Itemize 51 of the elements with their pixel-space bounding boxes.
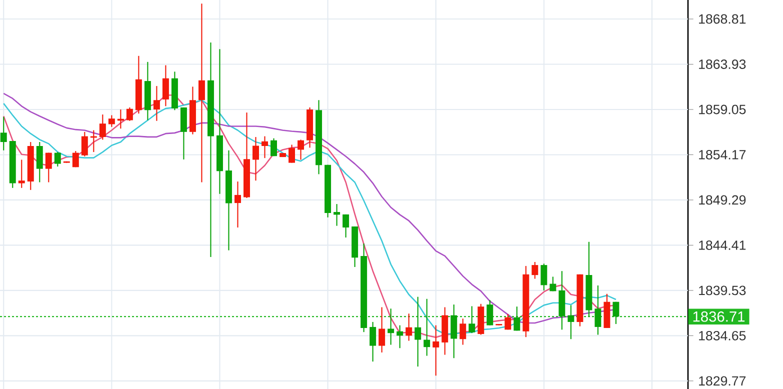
candlestick — [460, 318, 466, 346]
candlestick — [153, 85, 160, 122]
candlestick — [162, 64, 169, 107]
candlestick — [424, 298, 430, 356]
candlestick — [198, 3, 205, 183]
candlestick — [406, 313, 412, 342]
y-tick-label: 1839.53 — [699, 286, 746, 296]
y-tick-label: 1854.17 — [699, 150, 746, 160]
y-tick-label: 1844.41 — [699, 240, 746, 250]
candlestick — [378, 306, 386, 353]
candlestick — [594, 284, 602, 336]
candlestick — [370, 321, 376, 362]
candlestick — [468, 306, 476, 334]
candlestick — [334, 204, 340, 226]
candlestick — [0, 116, 7, 151]
y-tick-label: 1863.93 — [699, 60, 746, 69]
candlestick — [36, 141, 43, 183]
y-tick-label: 1868.81 — [699, 14, 746, 24]
candlestick — [262, 136, 268, 159]
candlestick — [72, 150, 79, 168]
candlestick — [414, 296, 422, 368]
ref-line-label: 1836.71 — [693, 311, 745, 322]
candlestick — [126, 106, 133, 122]
candlestick — [45, 152, 52, 183]
candlestick — [388, 308, 394, 346]
y-tick-label: 1829.77 — [699, 376, 746, 386]
candlestick — [342, 214, 350, 238]
candlestick — [54, 151, 61, 168]
y-tick-label: 1859.05 — [699, 104, 746, 114]
candlestick — [81, 131, 88, 157]
candlestick — [568, 304, 574, 340]
candlestick — [504, 313, 512, 330]
candlestick — [540, 263, 548, 291]
y-tick-label: 1849.29 — [699, 195, 746, 205]
candlestick — [396, 324, 404, 349]
candlestick — [234, 180, 241, 228]
candlestick — [432, 324, 440, 376]
candlestick — [270, 138, 278, 157]
candlestick — [298, 139, 304, 160]
candlestick — [99, 114, 106, 140]
y-tick-label: 1834.65 — [699, 330, 746, 340]
candlestick — [288, 144, 296, 164]
candlestick — [550, 276, 556, 292]
candlestick — [252, 136, 259, 182]
candlestick — [532, 261, 538, 280]
candlestick — [514, 306, 520, 332]
candlestick — [108, 114, 115, 128]
candlestick — [486, 300, 494, 326]
candlestick — [450, 304, 458, 359]
candlestick — [612, 301, 620, 325]
candlestick — [18, 159, 25, 188]
